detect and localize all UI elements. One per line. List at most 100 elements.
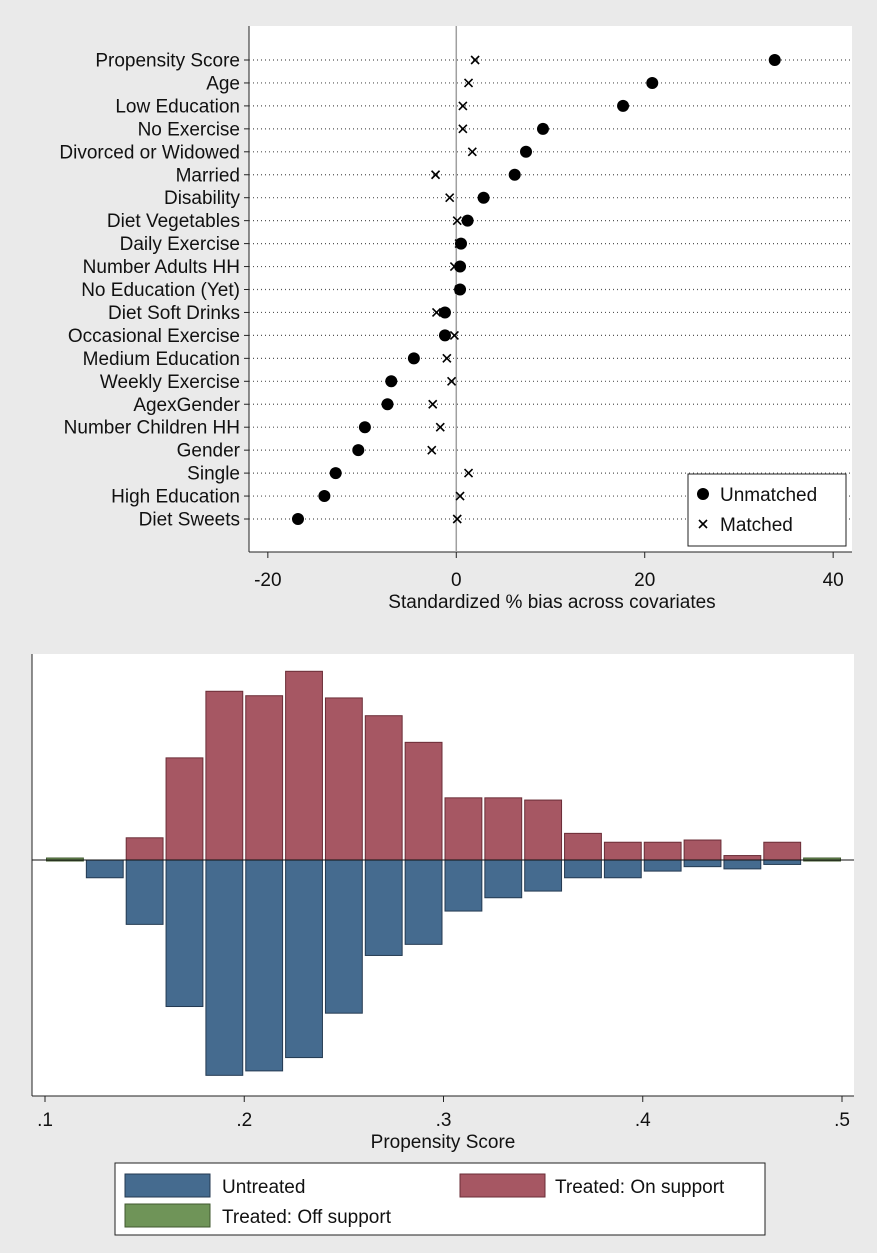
untreated-bar bbox=[524, 859, 563, 892]
unmatched-point bbox=[454, 283, 467, 296]
untreated-bar bbox=[564, 859, 602, 879]
unmatched-point bbox=[536, 122, 549, 135]
legend-unmatched-label: Unmatched bbox=[720, 485, 817, 506]
x-tick-label: .2 bbox=[236, 1110, 252, 1131]
x-tick-label: .1 bbox=[37, 1110, 53, 1131]
histogram-legend-box bbox=[114, 1162, 766, 1236]
treated-on-support-bar bbox=[165, 757, 204, 861]
matched-point bbox=[463, 78, 474, 88]
untreated-bar bbox=[763, 859, 802, 865]
x-tick-label: .5 bbox=[834, 1110, 850, 1131]
matched-point bbox=[447, 376, 457, 386]
untreated-bar bbox=[404, 859, 443, 945]
matched-point bbox=[435, 422, 445, 432]
x-tick-label: 0 bbox=[451, 570, 462, 591]
unmatched-point bbox=[385, 375, 398, 388]
treated-on-support-bar bbox=[524, 799, 563, 861]
matched-point bbox=[452, 514, 462, 524]
covariate-label: Propensity Score bbox=[95, 51, 240, 72]
unmatched-series bbox=[291, 54, 781, 525]
matched-point bbox=[463, 468, 474, 478]
untreated-bar bbox=[125, 859, 164, 925]
treated-on-support-bar bbox=[683, 839, 722, 861]
covariate-label: Disability bbox=[164, 188, 241, 209]
matched-point bbox=[442, 353, 452, 363]
covariate-label: Occasional Exercise bbox=[68, 326, 240, 347]
histogram-x-ticks: .1 .2 .3 .4 .5 bbox=[37, 1096, 850, 1131]
untreated-bar bbox=[603, 859, 642, 879]
matched-point bbox=[449, 330, 459, 340]
treated-on-support-bar bbox=[364, 715, 403, 861]
matched-point bbox=[445, 193, 455, 203]
treated-on-support-bar bbox=[404, 741, 443, 861]
histogram-x-axis-title: Propensity Score bbox=[371, 1132, 516, 1153]
matched-point bbox=[452, 216, 462, 226]
untreated-bar bbox=[165, 859, 204, 1008]
covariate-label: Number Adults HH bbox=[83, 257, 240, 278]
covariate-label: Daily Exercise bbox=[120, 234, 240, 255]
matched-point bbox=[458, 101, 468, 111]
covariate-label: Married bbox=[176, 165, 240, 186]
unmatched-point bbox=[461, 214, 474, 227]
matched-point bbox=[427, 445, 437, 455]
untreated-bar bbox=[324, 859, 363, 1014]
unmatched-point bbox=[454, 237, 467, 250]
treated-on-support-bar bbox=[723, 855, 762, 861]
unmatched-point bbox=[508, 168, 521, 181]
matched-point bbox=[428, 399, 438, 409]
unmatched-point bbox=[617, 99, 630, 112]
bias-legend: Unmatched Matched bbox=[687, 473, 847, 547]
covariate-label: AgexGender bbox=[133, 395, 240, 416]
treated-on-support-bar bbox=[763, 841, 802, 861]
legend-untreated-label: Untreated bbox=[222, 1177, 305, 1198]
untreated-bar bbox=[85, 859, 124, 879]
histogram-bars bbox=[46, 670, 842, 1076]
legend-treated-on-support-label: Treated: On support bbox=[555, 1177, 725, 1198]
bias-x-axis-title: Standardized % bias across covariates bbox=[388, 592, 715, 613]
unmatched-point bbox=[477, 191, 490, 204]
unmatched-point bbox=[438, 306, 451, 319]
matched-series bbox=[427, 55, 480, 524]
untreated-bar bbox=[364, 859, 403, 956]
covariate-label: Medium Education bbox=[83, 349, 240, 370]
unmatched-point bbox=[407, 352, 420, 365]
untreated-bar bbox=[205, 859, 244, 1076]
covariate-label: Low Education bbox=[115, 96, 240, 117]
legend-treated-off-support-swatch bbox=[124, 1203, 211, 1228]
untreated-bar bbox=[723, 859, 762, 870]
covariate-label: Weekly Exercise bbox=[100, 372, 240, 393]
unmatched-point bbox=[438, 329, 451, 342]
legend-treated-on-support-swatch bbox=[459, 1173, 546, 1198]
unmatched-point bbox=[352, 444, 365, 457]
covariate-label: Diet Soft Drinks bbox=[108, 303, 240, 324]
covariate-label: Divorced or Widowed bbox=[59, 142, 240, 163]
unmatched-point bbox=[381, 398, 394, 411]
treated-on-support-bar bbox=[125, 837, 164, 861]
treated-on-support-bar bbox=[285, 670, 323, 861]
covariate-label: Age bbox=[206, 73, 240, 94]
unmatched-point bbox=[520, 145, 533, 158]
legend-matched-marker bbox=[698, 519, 708, 529]
propensity-histogram: .1 .2 .3 .4 .5 Propensity Score Untreated Tr… bbox=[11, 632, 873, 1244]
covariate-label: Gender bbox=[177, 441, 241, 462]
unmatched-point bbox=[358, 421, 371, 434]
unmatched-point bbox=[329, 467, 342, 480]
legend-treated-off-support-label: Treated: Off support bbox=[222, 1207, 392, 1228]
treated-on-support-bar bbox=[484, 797, 523, 861]
bias-x-ticks: -20 0 20 40 bbox=[254, 552, 844, 591]
bias-legend-box bbox=[687, 473, 847, 547]
x-tick-label: .3 bbox=[436, 1110, 452, 1131]
x-tick-label: -20 bbox=[254, 570, 281, 591]
matched-point bbox=[467, 147, 477, 157]
covariate-label: Diet Vegetables bbox=[107, 211, 240, 232]
untreated-bar bbox=[683, 859, 722, 868]
untreated-bar bbox=[444, 859, 483, 912]
unmatched-point bbox=[291, 513, 304, 525]
covariate-label: No Education (Yet) bbox=[81, 280, 240, 301]
matched-point bbox=[458, 124, 468, 134]
matched-point bbox=[470, 55, 480, 65]
covariate-label: Diet Sweets bbox=[139, 510, 240, 531]
